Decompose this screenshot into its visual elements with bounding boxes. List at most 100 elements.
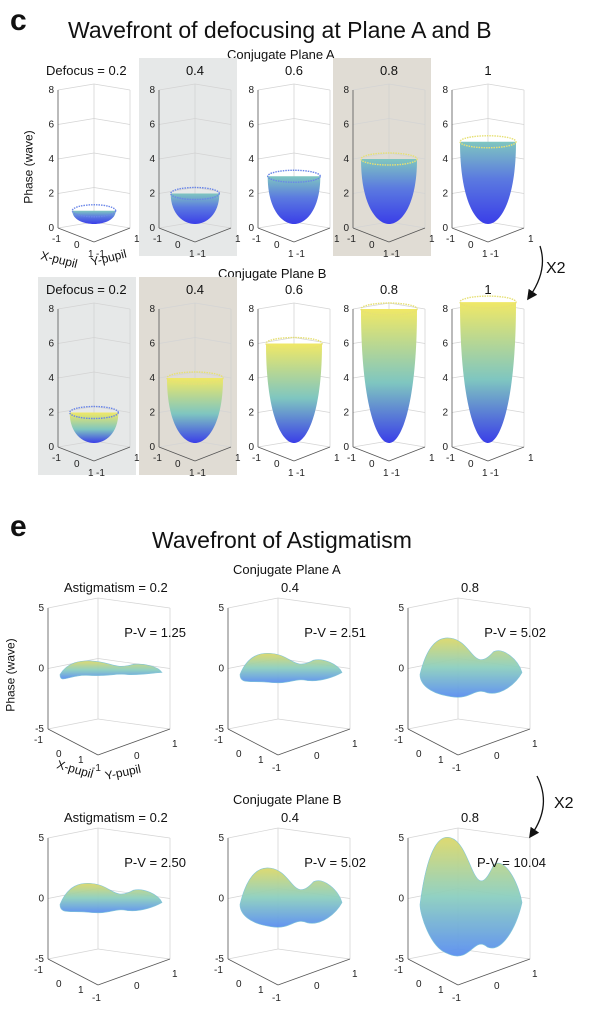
def-b-panel-title: 0.4 <box>186 282 204 297</box>
def-a-gridline <box>257 221 295 229</box>
panel-e-letter: e <box>10 510 27 543</box>
def-b-z-tick: 2 <box>48 408 54 419</box>
def-b-surface-3 <box>361 309 417 443</box>
def-a-surface-2 <box>267 176 321 224</box>
def-a-panel-title: 1 <box>484 63 491 78</box>
def-a-x-axis <box>158 227 196 243</box>
ast-b-z-tick: 5 <box>398 833 404 844</box>
def-a-gridline <box>57 152 95 160</box>
def-a-surface-3 <box>361 159 417 224</box>
def-b-gridline <box>257 337 295 344</box>
def-b-x-tick: 1 <box>288 468 294 479</box>
def-b-z-tick: 0 <box>442 442 448 453</box>
def-b-surface-0 <box>69 412 119 443</box>
ast-a-y-tick: 0 <box>134 751 140 762</box>
ast-a-gridline <box>457 597 531 609</box>
def-b-x-tick: -1 <box>446 453 455 464</box>
ast-b-x-tick: 1 <box>78 985 84 996</box>
ast-b-y-tick: -1 <box>92 993 101 1004</box>
ast-a-y-tick: 1 <box>532 739 538 750</box>
def-a-surface-1 <box>170 193 220 224</box>
def-a-y-tick: 1 <box>528 234 534 245</box>
def-b-y-tick: -1 <box>296 468 305 479</box>
def-b-y-tick: 1 <box>235 453 241 464</box>
def-a-panel-title: 0.6 <box>285 63 303 78</box>
def-a-z-tick: 8 <box>48 85 54 96</box>
ast-a-z-tick: -5 <box>35 724 44 735</box>
def-b-x-axis <box>158 446 196 462</box>
ast-a-gridline <box>97 597 171 609</box>
ast-a-gridline <box>277 718 351 730</box>
def-a-y-axis <box>388 227 426 243</box>
ast-b-y-tick: -1 <box>452 993 461 1004</box>
def-b-surface-rim-0 <box>68 405 120 420</box>
ast-a-gridline <box>47 597 99 609</box>
ast-b-x-tick: 1 <box>258 985 264 996</box>
def-a-gridline <box>194 118 232 125</box>
def-a-gridline <box>388 83 426 91</box>
def-b-gridline <box>194 302 232 310</box>
def-b-z-tick: 8 <box>248 304 254 315</box>
def-a-gridline <box>57 83 95 91</box>
ast-b-y-tick: 1 <box>532 969 538 980</box>
def-a-gridline <box>194 187 232 194</box>
ast-a-y-axis <box>457 728 531 756</box>
def-b-z-tick: 4 <box>149 373 155 384</box>
def-b-y-axis <box>194 446 232 462</box>
def-b-z-tick: 2 <box>149 408 155 419</box>
def-a-gridline <box>93 83 131 91</box>
def-a-surface-rim-0 <box>71 204 117 218</box>
panel-e-title: Wavefront of Astigmatism <box>152 527 412 553</box>
ast-b-pv-label: P-V = 2.50 <box>124 855 186 870</box>
ast-a-surface-1 <box>239 652 343 684</box>
ast-b-gridline <box>227 827 279 839</box>
def-b-gridline <box>293 337 331 344</box>
def-a-z-tick: 6 <box>248 120 254 131</box>
def-b-x-tick: -1 <box>252 453 261 464</box>
ast-b-gridline <box>97 948 171 960</box>
def-a-z-tick: 2 <box>343 189 349 200</box>
ast-b-gridline <box>407 827 459 839</box>
ast-a-y-axis <box>277 728 351 756</box>
ast-b-x-tick: 0 <box>416 979 422 990</box>
def-a-panel-title: 0.8 <box>380 63 398 78</box>
def-a-x-tick: 0 <box>468 240 474 251</box>
def-b-gridline <box>57 302 95 310</box>
def-b-z-tick: 6 <box>248 339 254 350</box>
ast-b-y-tick: 0 <box>494 981 500 992</box>
ast-a-surface-2 <box>419 637 523 698</box>
def-a-gridline <box>93 187 131 194</box>
ast-a-surface-0 <box>59 660 163 680</box>
def-a-gridline <box>93 152 131 160</box>
ast-a-x-tick: 0 <box>416 749 422 760</box>
def-a-y-tick: -1 <box>391 249 400 260</box>
ast-a-gridline <box>457 718 531 730</box>
def-b-gridline <box>194 371 232 379</box>
ast-b-y-tick: -1 <box>272 993 281 1004</box>
def-a-gridline <box>158 83 196 91</box>
def-b-z-tick: 6 <box>343 339 349 350</box>
def-a-gridline <box>352 221 390 229</box>
ast-a-pv-label: P-V = 1.25 <box>124 625 186 640</box>
def-b-z-tick: 2 <box>343 408 349 419</box>
def-a-z-tick: 4 <box>48 154 54 165</box>
def-a-gridline <box>257 118 295 125</box>
def-b-x-axis <box>57 446 95 462</box>
ast-b-panel-title: 0.4 <box>281 810 299 825</box>
def-a-z-tick: 6 <box>48 120 54 131</box>
def-b-surface-1 <box>167 378 223 443</box>
ast-b-x-tick: -1 <box>394 965 403 976</box>
ast-b-x-tick: 0 <box>236 979 242 990</box>
ast-b-x-tick: -1 <box>214 965 223 976</box>
def-a-x-tick: 1 <box>288 249 294 260</box>
ast-a-x-tick: 0 <box>56 749 62 760</box>
def-a-panel-title: 0.4 <box>186 63 204 78</box>
def-a-panel-title: Defocus = 0.2 <box>46 63 127 78</box>
ast-a-gridline <box>47 718 99 730</box>
def-b-y-tick: -1 <box>96 468 105 479</box>
ast-a-gridline <box>227 597 279 609</box>
def-b-gridline <box>451 440 489 448</box>
def-a-y-tick: -1 <box>296 249 305 260</box>
def-a-gridline <box>293 152 331 160</box>
def-b-gridline <box>487 440 525 448</box>
